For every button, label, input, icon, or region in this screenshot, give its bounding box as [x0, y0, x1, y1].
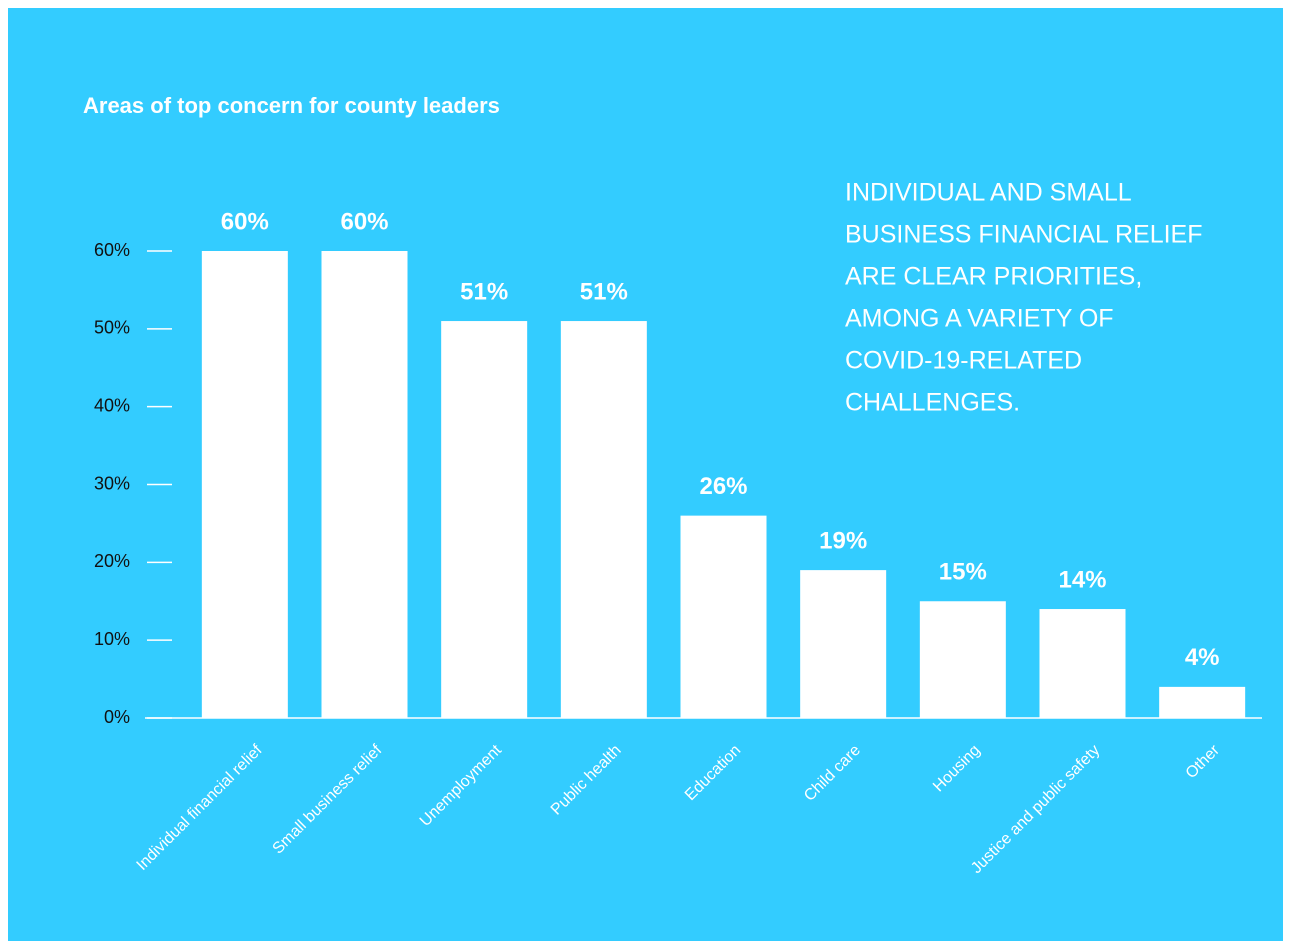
value-label: 4% — [1185, 644, 1220, 671]
annotation: INDIVIDUAL AND SMALL — [845, 179, 1132, 207]
value-label: 51% — [580, 278, 628, 305]
y-tick-label: 60% — [94, 240, 130, 260]
value-label: 26% — [699, 473, 747, 500]
bar — [321, 251, 408, 718]
y-tick-label: 40% — [94, 395, 130, 415]
value-label: 51% — [460, 278, 508, 305]
bar — [441, 321, 528, 718]
chart-title: Areas of top concern for county leaders — [83, 93, 500, 118]
annotation: CHALLENGES. — [845, 389, 1020, 417]
y-tick-label: 10% — [94, 629, 130, 649]
bar — [201, 251, 288, 718]
y-tick-label: 50% — [94, 318, 130, 338]
bar — [560, 321, 647, 718]
bar — [680, 515, 767, 718]
value-label: 14% — [1058, 566, 1106, 593]
y-tick-label: 20% — [94, 551, 130, 571]
annotation: COVID-19-RELATED — [845, 347, 1082, 375]
value-label: 19% — [819, 527, 867, 554]
value-label: 60% — [221, 208, 269, 235]
annotation: BUSINESS FINANCIAL RELIEF — [845, 221, 1203, 249]
y-tick-label: 0% — [104, 707, 130, 727]
annotation: AMONG A VARIETY OF — [845, 305, 1114, 333]
bar — [919, 601, 1006, 718]
y-tick-label: 30% — [94, 473, 130, 493]
annotation: ARE CLEAR PRIORITIES, — [845, 263, 1142, 291]
bar — [1039, 609, 1126, 718]
bar — [800, 570, 887, 718]
value-label: 15% — [939, 559, 987, 586]
value-label: 60% — [340, 208, 388, 235]
bar — [1159, 686, 1246, 718]
